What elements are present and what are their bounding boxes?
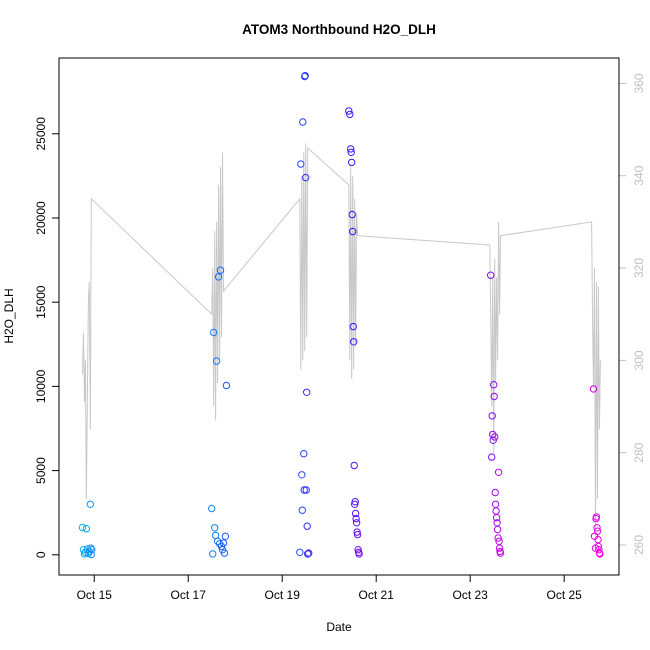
scatter-point [492,507,500,515]
x-tick-label: Oct 17 [171,588,207,602]
y-tick-label: 25000 [34,117,48,151]
scatter-point [86,500,95,508]
scatter-point [488,412,496,420]
chart-title: ATOM3 Northbound H2O_DLH [242,22,436,37]
scatter-point [214,273,223,281]
scatter-point [301,72,309,80]
scatter-point [349,322,357,331]
scatter-point [589,385,598,393]
scatter-point [222,381,231,390]
scatter-point [490,381,498,389]
scatter-point [490,392,498,401]
scatter-point [496,549,505,557]
scatter-point [296,548,304,556]
y2-tick-label: 340 [632,165,646,185]
scatter-point [210,328,218,337]
scatter-point [592,513,601,521]
y-axis-label: H2O_DLH [2,288,16,343]
scatter-point [209,550,217,558]
x-tick-label: Oct 19 [265,588,301,602]
scatter-point [88,546,96,554]
scatter-point [349,227,357,236]
scatter-point [350,338,358,346]
scatter-point [491,500,500,508]
scatter-point [299,118,307,126]
scatter-point [345,107,353,115]
scatter-point [220,549,229,557]
scatter-point [211,524,219,532]
y2-tick-label: 300 [632,350,646,370]
y2-tick-label: 320 [632,258,646,278]
scatter-point [494,468,503,476]
x-tick-label: Oct 25 [546,588,582,602]
scatter-point [78,523,87,532]
scatter-point [212,357,221,365]
scatter-point [351,498,359,506]
y-tick-label: 5000 [34,457,48,484]
x-tick-label: Oct 23 [453,588,489,602]
secondary-series-line [82,143,601,536]
scatter-point [298,471,306,479]
scatter-point [221,532,230,540]
scatter-point [300,450,308,458]
scatter-point [351,500,359,508]
scatter-point [488,453,496,461]
scatter-point [346,110,354,119]
scatter-point [489,436,497,444]
scatter-point [302,173,310,182]
y2-tick-label: 280 [632,442,646,462]
marks-layer: Oct 15 Oct 17 Oct 19 Oct 21 Oct 23 Oct 25 0 500… [34,72,646,602]
scatter-point [491,433,499,441]
scatter-point [495,544,504,552]
scatter-point [494,534,502,542]
y-tick-label: 0 [34,551,48,558]
y-tick-label: 15000 [34,285,48,319]
scatter-point [352,519,361,527]
scatter-point [493,525,502,534]
scatter-point [216,266,225,274]
scatter-point [596,550,604,558]
scatter-point [302,486,310,494]
plot-frame [58,57,620,576]
scatter-point [352,514,360,523]
scatter-point [87,550,96,559]
scatter-point [595,546,603,554]
y-tick-label: 20000 [34,201,48,235]
scatter-point [491,488,499,497]
scatter-point [593,527,602,535]
scatter-point [351,509,360,518]
y2-tick-label: 260 [632,535,646,555]
scatter-point [350,461,358,470]
scatter-point [348,158,356,167]
scatter-point [593,524,601,532]
scatter-point [82,525,91,533]
x-axis-label: Date [326,620,352,634]
scatter-point [219,539,228,547]
scatter-point [354,546,362,554]
scatter-point [297,160,305,168]
scatter-point [347,148,355,157]
scatter-point [304,550,312,558]
scatter-point [347,145,355,153]
scatter-point [492,514,501,522]
scatter-point [208,504,216,513]
scatter-point [353,530,362,539]
scatter-point [348,210,356,219]
x-tick-label: Oct 21 [359,588,395,602]
y2-tick-label: 360 [632,73,646,93]
scatter-point [300,486,308,494]
y-tick-label: 10000 [34,369,48,403]
scatter-point [487,271,495,279]
scatter-point [303,388,311,396]
scatter-point [303,522,311,530]
scatter-point [298,506,306,514]
scatter-point [355,550,363,558]
x-tick-label: Oct 15 [77,588,113,602]
scatter-point [305,549,313,557]
